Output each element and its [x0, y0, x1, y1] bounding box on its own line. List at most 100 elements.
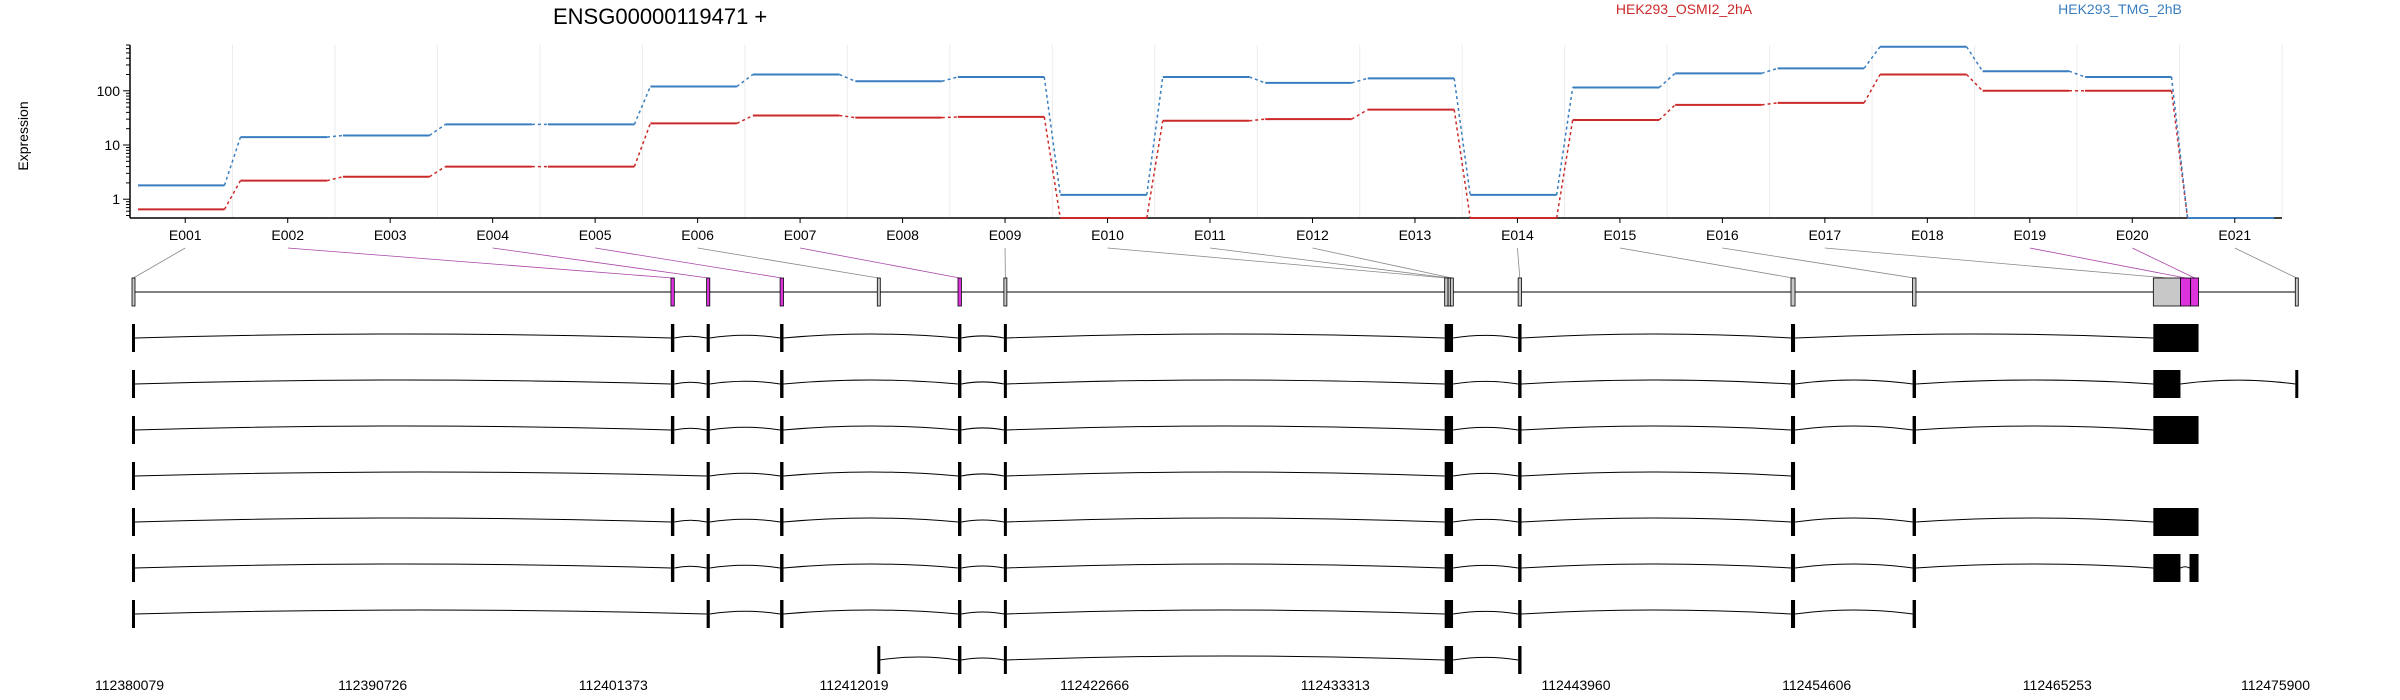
collapsed-exon	[876, 277, 881, 307]
transcript-4-exon	[1444, 508, 1454, 536]
transcript-3-exon	[1518, 462, 1522, 490]
exon-connector	[697, 247, 879, 279]
transcript-6-exon	[1790, 600, 1796, 628]
x-tick-label: E012	[1296, 227, 1329, 243]
transcript-2-exon	[670, 416, 675, 444]
transcript-6-exon	[132, 600, 135, 628]
series-1-link	[1453, 78, 1471, 196]
y-tick-label: 10	[104, 137, 120, 153]
collapsed-exon	[1517, 277, 1522, 307]
x-tick-label: E009	[989, 227, 1022, 243]
x-tick-label: E004	[476, 227, 509, 243]
transcript-6-intron	[961, 611, 1004, 615]
transcript-5-intron	[961, 565, 1004, 569]
collapsed-exon	[2152, 277, 2181, 307]
transcript-2-exon	[1444, 416, 1454, 444]
transcript-6-intron	[709, 610, 781, 615]
transcript-1-exon	[957, 370, 962, 398]
transcript-4-intron	[1794, 517, 1913, 523]
genomic-coordinates: 112380079 112390726 112401373 112412019 1124…	[95, 677, 2310, 693]
collapsed-exon	[957, 277, 962, 307]
coordinate-label: 112443960	[1541, 677, 1610, 693]
series-1-link	[633, 86, 652, 125]
collapsed-exon	[131, 277, 136, 307]
coordinate-label: 112380079	[95, 677, 164, 693]
transcript-6-intron	[1794, 609, 1913, 615]
series-1-link	[1555, 87, 1574, 196]
transcript-2-intron	[1915, 425, 2154, 431]
transcript-1-exon	[780, 370, 784, 398]
exon-connector	[1824, 247, 2167, 279]
x-tick-label: E020	[2116, 227, 2149, 243]
transcript-3-exon	[957, 462, 962, 490]
transcript-6-intron	[1006, 609, 1445, 615]
series-1-link	[1043, 76, 1062, 196]
transcript-1-exon	[1444, 370, 1454, 398]
transcript-7-exon	[1003, 646, 1007, 674]
transcript-5-exon	[706, 554, 710, 582]
transcript-2-exon	[132, 416, 135, 444]
transcript-7-intron	[1452, 656, 1519, 661]
series-1-link	[1761, 67, 1778, 75]
transcript-2-exon	[957, 416, 962, 444]
transcript-7-exon	[957, 646, 962, 674]
series-0-link	[1555, 119, 1574, 219]
transcript-3-exon	[1444, 462, 1454, 490]
transcript-5-exon	[957, 554, 962, 582]
series-0-link	[1146, 120, 1164, 219]
exon-connector	[287, 247, 673, 279]
transcript-3-exon	[1790, 462, 1796, 490]
transcript-3-intron	[961, 473, 1004, 477]
transcript-1-intron	[674, 381, 707, 385]
transcript-6-intron	[783, 609, 959, 615]
transcript-4-exon	[957, 508, 962, 536]
collapsed-exon	[2190, 277, 2199, 307]
series-0-link	[1658, 104, 1676, 121]
transcript-0-exon	[1790, 324, 1796, 352]
transcript-0-intron	[1452, 334, 1519, 339]
transcript-5-intron	[2180, 566, 2190, 569]
transcript-5-intron	[674, 565, 707, 569]
transcript-4-exon	[706, 508, 710, 536]
transcript-6-exon	[1003, 600, 1007, 628]
transcript-6-intron	[1521, 609, 1792, 615]
x-tick-label: E021	[2218, 227, 2251, 243]
transcript-1-intron	[1452, 380, 1519, 385]
x-tick-label: E019	[2013, 227, 2046, 243]
transcript-0-exon	[2153, 324, 2199, 352]
collapsed-exon	[1449, 277, 1454, 307]
collapsed-exon	[706, 277, 711, 307]
series-0-link	[736, 114, 754, 125]
collapsed-exon	[1003, 277, 1008, 307]
transcript-4-intron	[1452, 518, 1519, 523]
transcript-4-intron	[961, 519, 1004, 523]
transcript-1-intron	[1794, 379, 1913, 385]
series-0-link	[1453, 109, 1471, 219]
series-lines	[138, 45, 2274, 219]
transcript-2-exon	[780, 416, 784, 444]
transcript-7-intron	[1006, 655, 1445, 661]
series-0-link	[326, 175, 344, 182]
transcript-5-exon	[132, 554, 135, 582]
coordinate-label: 112390726	[338, 677, 407, 693]
transcript-3-intron	[1452, 472, 1519, 477]
transcript-0-intron	[783, 333, 959, 339]
transcript-4-intron	[134, 517, 671, 523]
transcript-4-intron	[783, 517, 959, 523]
transcript-5-exon	[1003, 554, 1007, 582]
transcript-5-intron	[1521, 563, 1792, 569]
coordinate-label: 112412019	[819, 677, 888, 693]
exon-connector	[1722, 247, 1915, 279]
x-tick-label: E014	[1501, 227, 1534, 243]
transcript-1-exon	[1518, 370, 1522, 398]
x-tick-label: E007	[784, 227, 817, 243]
transcript-0-exon	[1518, 324, 1522, 352]
transcript-2-intron	[1006, 425, 1445, 431]
transcript-2-exon	[1790, 416, 1796, 444]
transcript-5-intron	[1794, 563, 1913, 569]
transcript-4-intron	[1006, 517, 1445, 523]
transcript-0-intron	[961, 335, 1004, 339]
transcript-4-intron	[1521, 517, 1792, 523]
transcript-6-exon	[1518, 600, 1522, 628]
exon-connector	[2132, 247, 2195, 279]
